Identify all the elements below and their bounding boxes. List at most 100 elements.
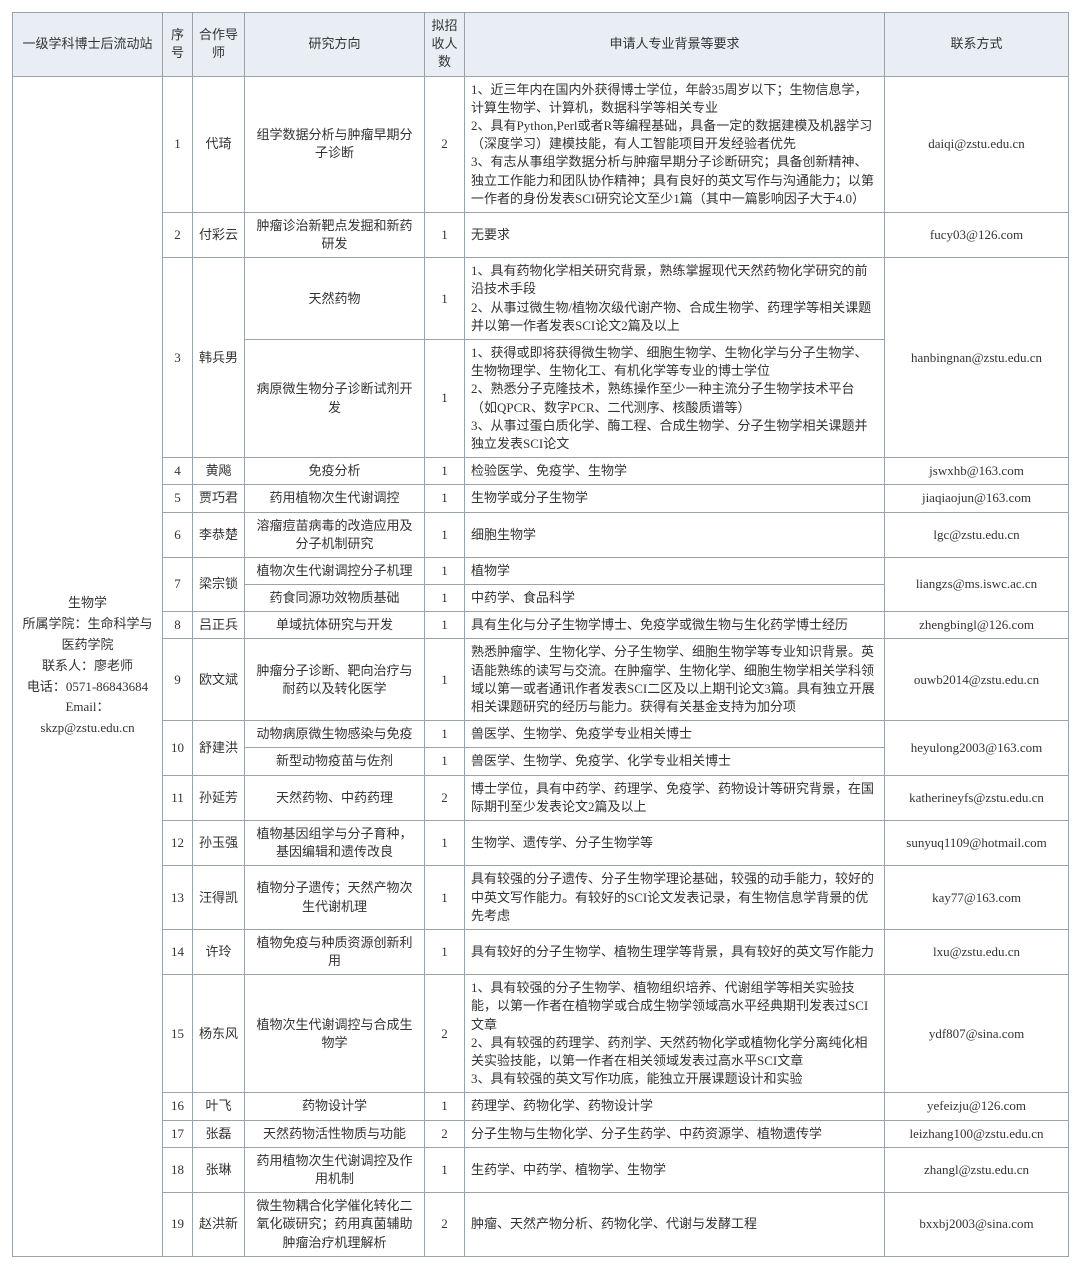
- num-cell: 1: [425, 1147, 465, 1192]
- table-row: 3韩兵男天然药物11、具有药物化学相关研究背景，熟练掌握现代天然药物化学研究的前…: [13, 258, 1069, 340]
- mentor-cell: 欧文斌: [193, 639, 245, 721]
- direction-cell: 植物基因组学与分子育种，基因编辑和遗传改良: [245, 820, 425, 865]
- header-row: 一级学科博士后流动站 序号 合作导师 研究方向 拟招收人数 申请人专业背景等要求…: [13, 13, 1069, 77]
- col-station: 一级学科博士后流动站: [13, 13, 163, 77]
- table-row: 2付彩云肿瘤诊治新靶点发掘和新药研发1无要求fucy03@126.com: [13, 212, 1069, 257]
- seq-cell: 8: [163, 612, 193, 639]
- seq-cell: 19: [163, 1193, 193, 1257]
- requirement-cell: 1、具有药物化学相关研究背景，熟练掌握现代天然药物化学研究的前沿技术手段2、从事…: [465, 258, 885, 340]
- mentor-cell: 张磊: [193, 1120, 245, 1147]
- requirement-cell: 熟悉肿瘤学、生物化学、分子生物学、细胞生物学等专业知识背景。英语能熟练的读写与交…: [465, 639, 885, 721]
- contact-cell: liangzs@ms.iswc.ac.cn: [885, 557, 1069, 611]
- contact-cell: leizhang100@zstu.edu.cn: [885, 1120, 1069, 1147]
- direction-cell: 新型动物疫苗与佐剂: [245, 748, 425, 775]
- requirement-cell: 植物学: [465, 557, 885, 584]
- num-cell: 1: [425, 612, 465, 639]
- contact-cell: hanbingnan@zstu.edu.cn: [885, 258, 1069, 458]
- requirement-cell: 生物学、遗传学、分子生物学等: [465, 820, 885, 865]
- direction-cell: 溶瘤痘苗病毒的改造应用及分子机制研究: [245, 512, 425, 557]
- mentor-cell: 李恭楚: [193, 512, 245, 557]
- seq-cell: 18: [163, 1147, 193, 1192]
- seq-cell: 4: [163, 458, 193, 485]
- direction-cell: 天然药物、中药药理: [245, 775, 425, 820]
- contact-cell: lgc@zstu.edu.cn: [885, 512, 1069, 557]
- seq-cell: 1: [163, 76, 193, 212]
- direction-cell: 肿瘤分子诊断、靶向治疗与耐药以及转化医学: [245, 639, 425, 721]
- seq-cell: 5: [163, 485, 193, 512]
- requirement-cell: 兽医学、生物学、免疫学专业相关博士: [465, 721, 885, 748]
- direction-cell: 免疫分析: [245, 458, 425, 485]
- col-mentor: 合作导师: [193, 13, 245, 77]
- requirement-cell: 药理学、药物化学、药物设计学: [465, 1093, 885, 1120]
- table-row: 8吕正兵单域抗体研究与开发1具有生化与分子生物学博士、免疫学或微生物与生化药学博…: [13, 612, 1069, 639]
- table-row: 16叶飞药物设计学1药理学、药物化学、药物设计学yefeizju@126.com: [13, 1093, 1069, 1120]
- table-row: 9欧文斌肿瘤分子诊断、靶向治疗与耐药以及转化医学1熟悉肿瘤学、生物化学、分子生物…: [13, 639, 1069, 721]
- table-row: 5贾巧君药用植物次生代谢调控1生物学或分子生物学jiaqiaojun@163.c…: [13, 485, 1069, 512]
- table-row: 4黄飚免疫分析1检验医学、免疫学、生物学jswxhb@163.com: [13, 458, 1069, 485]
- mentor-cell: 孙延芳: [193, 775, 245, 820]
- contact-cell: jswxhb@163.com: [885, 458, 1069, 485]
- table-row: 6李恭楚溶瘤痘苗病毒的改造应用及分子机制研究1细胞生物学lgc@zstu.edu…: [13, 512, 1069, 557]
- num-cell: 1: [425, 721, 465, 748]
- direction-cell: 药食同源功效物质基础: [245, 585, 425, 612]
- station-cell: 生物学所属学院：生命科学与医药学院联系人：廖老师电话：0571-86843684…: [13, 76, 163, 1256]
- mentor-cell: 贾巧君: [193, 485, 245, 512]
- mentor-cell: 吕正兵: [193, 612, 245, 639]
- table-row: 生物学所属学院：生命科学与医药学院联系人：廖老师电话：0571-86843684…: [13, 76, 1069, 212]
- direction-cell: 药用植物次生代谢调控及作用机制: [245, 1147, 425, 1192]
- contact-cell: ouwb2014@zstu.edu.cn: [885, 639, 1069, 721]
- direction-cell: 药用植物次生代谢调控: [245, 485, 425, 512]
- table-row: 10舒建洪动物病原微生物感染与免疫1兽医学、生物学、免疫学专业相关博士heyul…: [13, 721, 1069, 748]
- num-cell: 1: [425, 340, 465, 458]
- table-row: 11孙延芳天然药物、中药药理2博士学位，具有中药学、药理学、免疫学、药物设计等研…: [13, 775, 1069, 820]
- postdoc-table: 一级学科博士后流动站 序号 合作导师 研究方向 拟招收人数 申请人专业背景等要求…: [12, 12, 1069, 1257]
- mentor-cell: 张琳: [193, 1147, 245, 1192]
- mentor-cell: 韩兵男: [193, 258, 245, 458]
- requirement-cell: 具有较强的分子遗传、分子生物学理论基础，较强的动手能力，较好的中英文写作能力。有…: [465, 866, 885, 930]
- table-row: 12孙玉强植物基因组学与分子育种，基因编辑和遗传改良1生物学、遗传学、分子生物学…: [13, 820, 1069, 865]
- num-cell: 1: [425, 458, 465, 485]
- direction-cell: 植物分子遗传；天然产物次生代谢机理: [245, 866, 425, 930]
- num-cell: 2: [425, 1120, 465, 1147]
- seq-cell: 11: [163, 775, 193, 820]
- num-cell: 2: [425, 1193, 465, 1257]
- requirement-cell: 分子生物与生物化学、分子生药学、中药资源学、植物遗传学: [465, 1120, 885, 1147]
- mentor-cell: 舒建洪: [193, 721, 245, 775]
- seq-cell: 3: [163, 258, 193, 458]
- num-cell: 1: [425, 485, 465, 512]
- table-row: 15杨东风植物次生代谢调控与合成生物学21、具有较强的分子生物学、植物组织培养、…: [13, 975, 1069, 1093]
- mentor-cell: 汪得凯: [193, 866, 245, 930]
- seq-cell: 9: [163, 639, 193, 721]
- requirement-cell: 具有生化与分子生物学博士、免疫学或微生物与生化药学博士经历: [465, 612, 885, 639]
- contact-cell: heyulong2003@163.com: [885, 721, 1069, 775]
- direction-cell: 微生物耦合化学催化转化二氧化碳研究；药用真菌辅助肿瘤治疗机理解析: [245, 1193, 425, 1257]
- requirement-cell: 博士学位，具有中药学、药理学、免疫学、药物设计等研究背景，在国际期刊至少发表论文…: [465, 775, 885, 820]
- requirement-cell: 1、获得或即将获得微生物学、细胞生物学、生物化学与分子生物学、生物物理学、生物化…: [465, 340, 885, 458]
- contact-cell: bxxbj2003@sina.com: [885, 1193, 1069, 1257]
- table-row: 19赵洪新微生物耦合化学催化转化二氧化碳研究；药用真菌辅助肿瘤治疗机理解析2肿瘤…: [13, 1193, 1069, 1257]
- contact-cell: katherineyfs@zstu.edu.cn: [885, 775, 1069, 820]
- seq-cell: 16: [163, 1093, 193, 1120]
- station-school: 所属学院：生命科学与医药学院: [19, 614, 156, 656]
- direction-cell: 单域抗体研究与开发: [245, 612, 425, 639]
- num-cell: 1: [425, 639, 465, 721]
- contact-cell: lxu@zstu.edu.cn: [885, 929, 1069, 974]
- direction-cell: 天然药物: [245, 258, 425, 340]
- contact-cell: fucy03@126.com: [885, 212, 1069, 257]
- seq-cell: 17: [163, 1120, 193, 1147]
- seq-cell: 7: [163, 557, 193, 611]
- direction-cell: 天然药物活性物质与功能: [245, 1120, 425, 1147]
- num-cell: 1: [425, 820, 465, 865]
- num-cell: 2: [425, 975, 465, 1093]
- requirement-cell: 兽医学、生物学、免疫学、化学专业相关博士: [465, 748, 885, 775]
- requirement-cell: 细胞生物学: [465, 512, 885, 557]
- requirement-cell: 1、具有较强的分子生物学、植物组织培养、代谢组学等相关实验技能，以第一作者在植物…: [465, 975, 885, 1093]
- seq-cell: 14: [163, 929, 193, 974]
- requirement-cell: 1、近三年内在国内外获得博士学位，年龄35周岁以下；生物信息学，计算生物学、计算…: [465, 76, 885, 212]
- num-cell: 1: [425, 512, 465, 557]
- requirement-cell: 中药学、食品科学: [465, 585, 885, 612]
- col-contact: 联系方式: [885, 13, 1069, 77]
- table-row: 13汪得凯植物分子遗传；天然产物次生代谢机理1具有较强的分子遗传、分子生物学理论…: [13, 866, 1069, 930]
- mentor-cell: 叶飞: [193, 1093, 245, 1120]
- mentor-cell: 黄飚: [193, 458, 245, 485]
